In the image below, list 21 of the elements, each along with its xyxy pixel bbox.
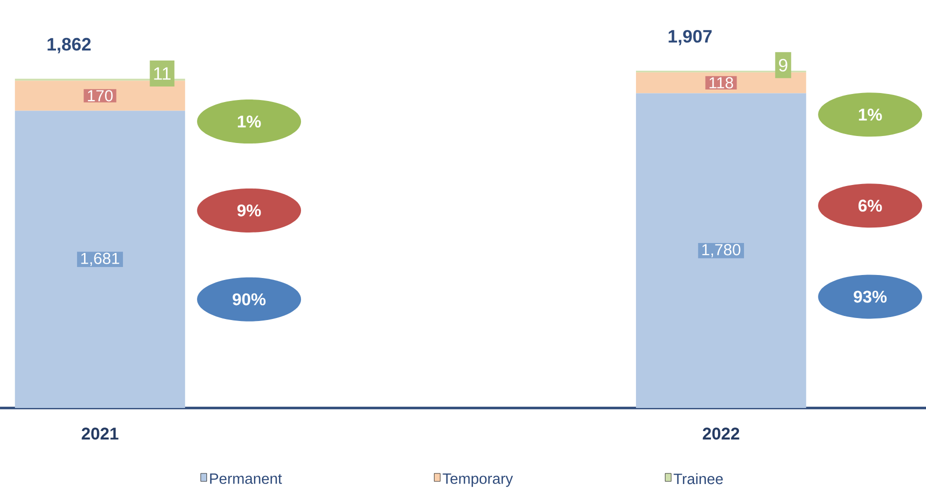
bar [14, 110, 186, 408]
data-label: 1,681 [81, 252, 120, 266]
annotation: 9% [237, 204, 261, 216]
total-label: 1,862 [48, 38, 91, 54]
bar [636, 93, 806, 408]
data-label: 9 [779, 58, 788, 72]
annotation: 1% [238, 116, 261, 128]
annotation: 90% [232, 293, 266, 306]
annotation: 93% [854, 290, 887, 303]
legend-label: Temporary [442, 474, 513, 487]
data-label: 1,780 [702, 244, 740, 258]
total-label: 1,907 [668, 30, 712, 46]
annotation: 6% [858, 200, 882, 212]
x-tick-label: 2022 [702, 428, 740, 440]
data-label: 118 [710, 77, 734, 88]
data-label: 11 [154, 67, 171, 80]
legend-label: Permanent [210, 474, 282, 484]
x-tick-label: 2021 [82, 428, 118, 440]
legend-label: Trainee [674, 473, 723, 484]
annotation: 1% [858, 108, 882, 121]
data-label: 170 [88, 90, 113, 102]
